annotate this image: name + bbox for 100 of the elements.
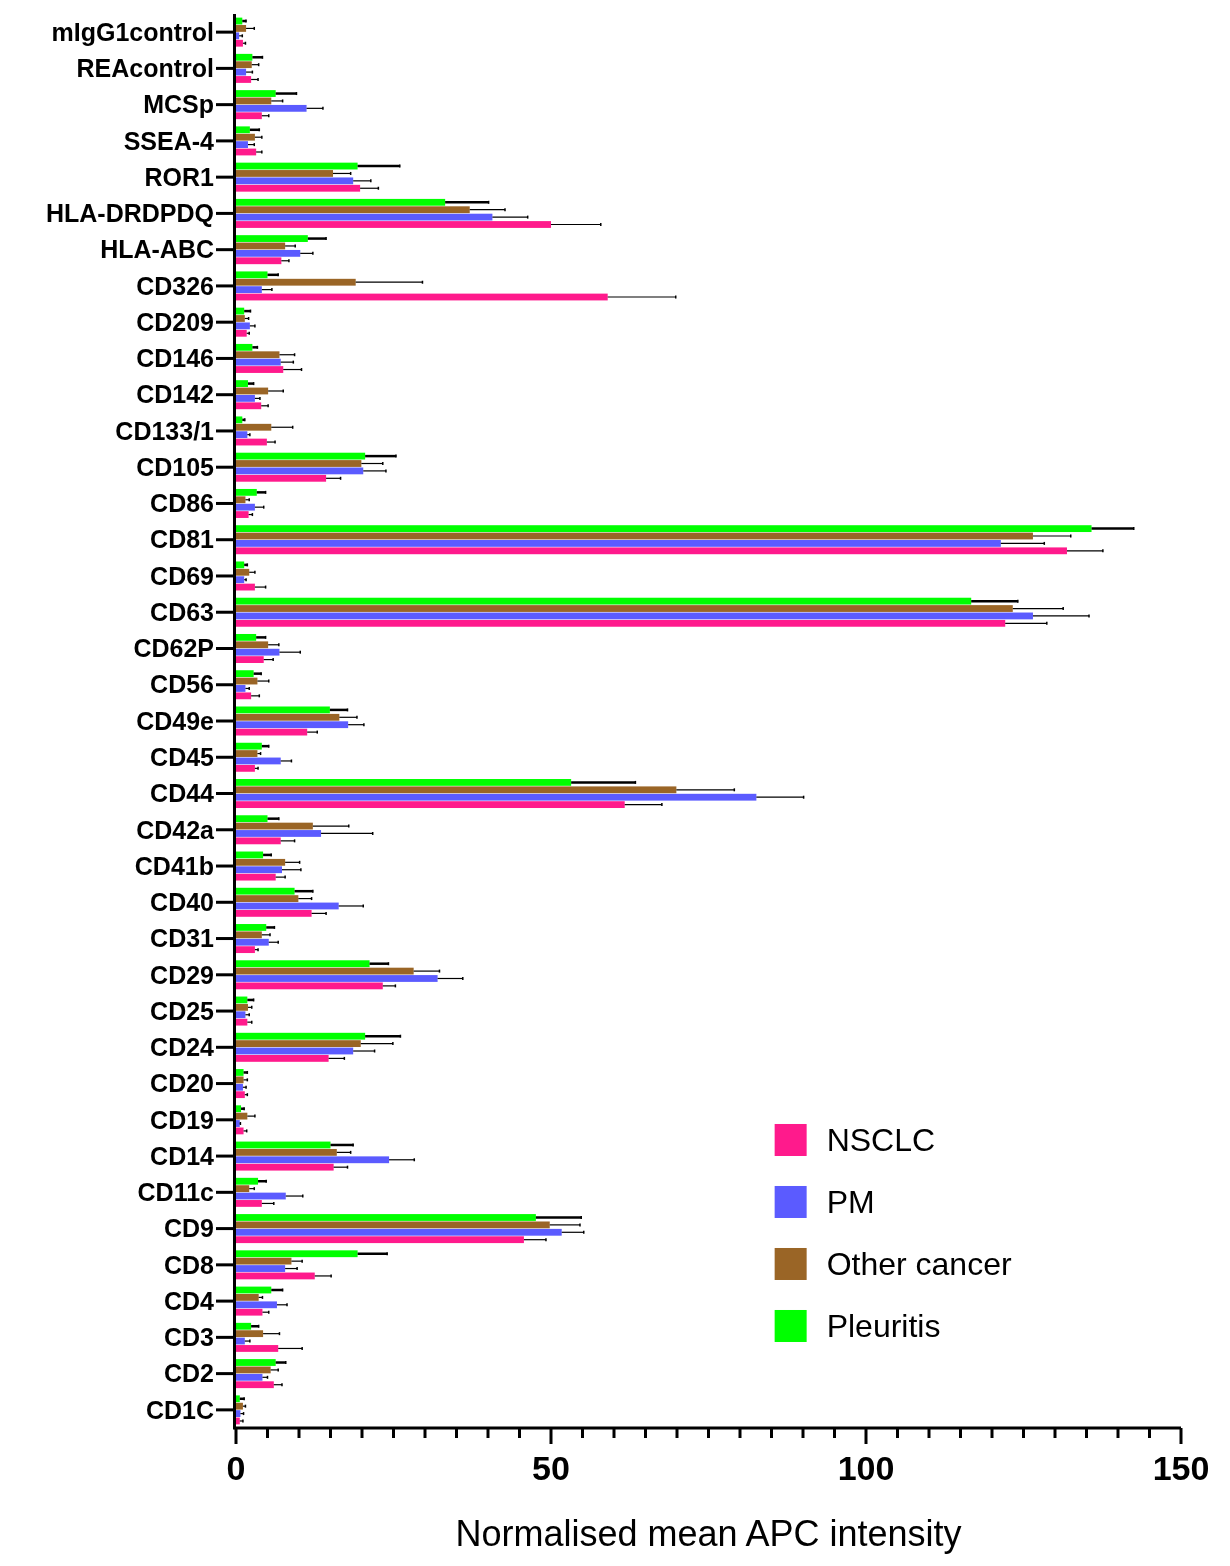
bar xyxy=(236,402,262,410)
bar xyxy=(236,25,247,32)
bar xyxy=(236,380,248,387)
legend-label: Pleuritis xyxy=(826,1308,941,1345)
bar xyxy=(236,815,268,823)
bar xyxy=(236,278,356,286)
bar xyxy=(236,1301,277,1309)
bar xyxy=(236,249,301,257)
bar xyxy=(236,76,252,83)
bar xyxy=(236,597,972,605)
bar xyxy=(236,1221,550,1229)
bar xyxy=(236,53,253,61)
bar xyxy=(236,568,250,576)
y-tick-label: CD62P xyxy=(133,634,214,663)
bar xyxy=(236,1185,250,1193)
bar xyxy=(236,286,262,294)
bar xyxy=(236,946,255,954)
y-tick-label: CD326 xyxy=(136,271,214,300)
bar xyxy=(236,511,249,518)
y-tick-label: CD3 xyxy=(163,1323,214,1352)
bar xyxy=(236,1163,334,1171)
bar xyxy=(236,793,757,801)
bar xyxy=(236,1148,337,1156)
bar xyxy=(236,133,255,141)
x-axis-title: Normalised mean APC intensity xyxy=(455,1513,962,1554)
y-tick-label: CD14 xyxy=(150,1141,215,1170)
bar xyxy=(236,39,243,47)
bar xyxy=(236,873,276,881)
y-tick-label: CD133/1 xyxy=(115,416,215,445)
bar xyxy=(236,750,258,757)
bar xyxy=(236,1112,248,1120)
y-tick-label: CD2 xyxy=(163,1359,214,1388)
y-tick-label: mIgG1control xyxy=(51,17,214,46)
y-tick-label: CD19 xyxy=(150,1105,214,1134)
y-tick-label: CD56 xyxy=(150,670,214,699)
bar xyxy=(236,547,1067,555)
bar xyxy=(236,801,625,809)
y-tick-label: CD86 xyxy=(150,489,214,518)
y-tick-label: MCSp xyxy=(143,90,214,119)
bar xyxy=(236,358,281,366)
y-tick-label: CD29 xyxy=(150,960,214,989)
bar xyxy=(236,1381,274,1389)
bar xyxy=(236,633,257,641)
bar xyxy=(236,713,340,721)
bar xyxy=(236,837,281,845)
y-tick-label: CD209 xyxy=(136,307,214,336)
y-tick-label: CD9 xyxy=(163,1214,214,1243)
bar xyxy=(236,561,245,569)
bar xyxy=(236,488,257,496)
bar xyxy=(236,1200,262,1207)
bar xyxy=(236,366,284,373)
bar xyxy=(236,1395,240,1403)
y-tick-label: CD142 xyxy=(136,380,214,409)
bar xyxy=(236,1083,243,1091)
bar xyxy=(236,685,246,692)
y-tick-label: CD8 xyxy=(163,1250,215,1279)
bar xyxy=(236,416,243,424)
y-tick-label: CD24 xyxy=(150,1033,215,1062)
bar xyxy=(236,866,282,874)
bar xyxy=(236,1330,264,1338)
y-tick-label: CD63 xyxy=(150,597,214,626)
bar xyxy=(236,394,255,402)
bar xyxy=(236,887,295,895)
bar xyxy=(236,1337,245,1345)
bar xyxy=(236,329,247,337)
bar xyxy=(236,235,308,242)
bar xyxy=(236,619,1006,627)
bar xyxy=(236,503,255,511)
bar xyxy=(236,460,362,467)
bar xyxy=(236,670,254,678)
bar xyxy=(236,1040,361,1048)
bar xyxy=(236,641,269,649)
bar xyxy=(236,605,1013,612)
bar xyxy=(236,1359,276,1366)
bar xyxy=(236,706,330,714)
bar xyxy=(236,1105,242,1113)
x-tick-label: 50 xyxy=(532,1449,570,1487)
bar xyxy=(236,104,307,112)
x-tick-label: 150 xyxy=(1152,1449,1210,1487)
bar xyxy=(236,1308,263,1316)
y-tick-label: HLA-DRDPDQ xyxy=(45,199,214,228)
y-tick-label: CD31 xyxy=(150,924,215,953)
bar xyxy=(236,213,493,221)
bar xyxy=(236,742,262,750)
bar xyxy=(236,1091,245,1099)
y-tick-label: CD25 xyxy=(150,996,215,1025)
bar xyxy=(236,909,312,917)
bar xyxy=(236,474,327,482)
bar xyxy=(236,764,255,772)
bar xyxy=(236,525,1092,533)
bar xyxy=(236,540,1001,547)
bar xyxy=(236,1417,240,1425)
bar xyxy=(236,61,252,69)
bar xyxy=(236,924,267,931)
bar xyxy=(236,1265,286,1272)
bar xyxy=(236,1322,252,1330)
bar xyxy=(236,786,677,794)
y-tick-label: CD4 xyxy=(163,1286,215,1315)
bar xyxy=(236,90,276,97)
legend-label: Other cancer xyxy=(826,1246,1012,1283)
